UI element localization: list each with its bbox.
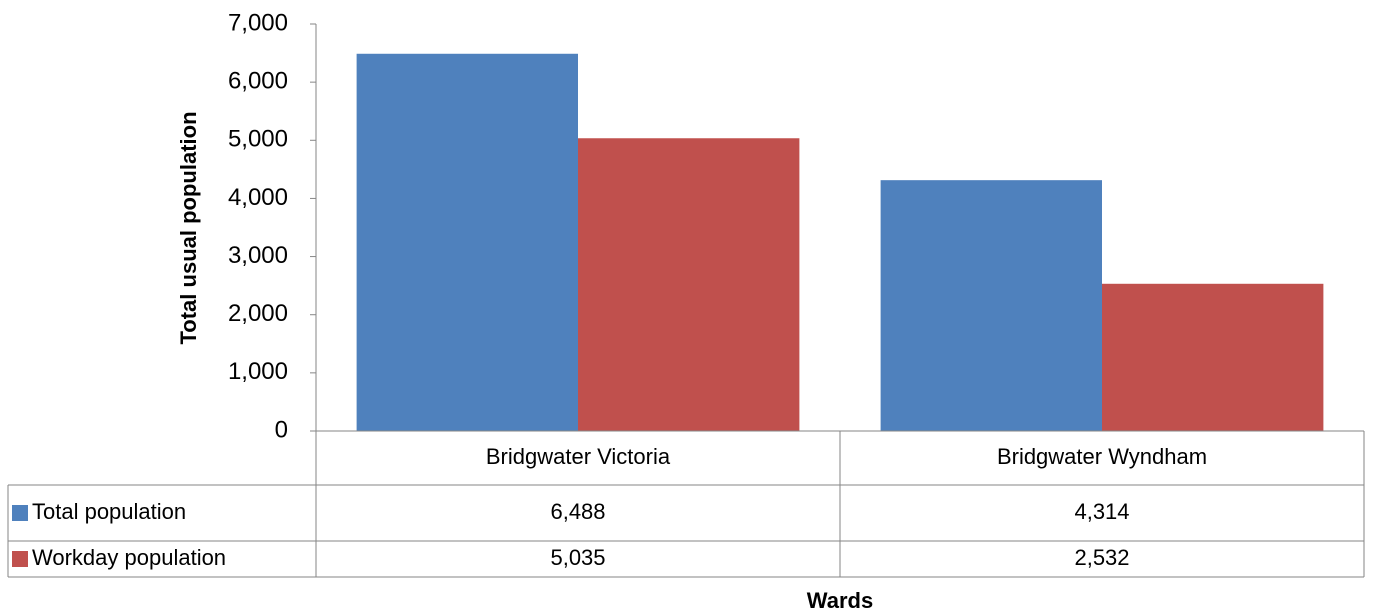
bar — [578, 138, 800, 431]
y-tick-label: 5,000 — [228, 126, 288, 153]
table-value: 6,488 — [550, 499, 605, 524]
x-axis-label: Wards — [807, 588, 873, 613]
legend-label: Total population — [32, 499, 186, 524]
y-tick-label: 4,000 — [228, 184, 288, 211]
y-tick-label: 1,000 — [228, 358, 288, 385]
x-tick-label: Bridgwater Wyndham — [997, 444, 1207, 469]
table-value: 2,532 — [1074, 545, 1129, 570]
legend-swatch — [12, 505, 28, 521]
bar — [880, 180, 1102, 431]
table-value: 4,314 — [1074, 499, 1129, 524]
bar — [356, 53, 578, 432]
y-tick-label: 7,000 — [228, 9, 288, 36]
y-tick-label: 0 — [275, 416, 288, 443]
legend-swatch — [12, 551, 28, 567]
y-axis-label: Total usual population — [176, 111, 201, 344]
y-tick-label: 3,000 — [228, 242, 288, 269]
table-value: 5,035 — [550, 545, 605, 570]
bar — [1102, 283, 1324, 431]
y-tick-label: 6,000 — [228, 67, 288, 94]
y-tick-label: 2,000 — [228, 300, 288, 327]
legend-label: Workday population — [32, 545, 226, 570]
x-tick-label: Bridgwater Victoria — [486, 444, 671, 469]
